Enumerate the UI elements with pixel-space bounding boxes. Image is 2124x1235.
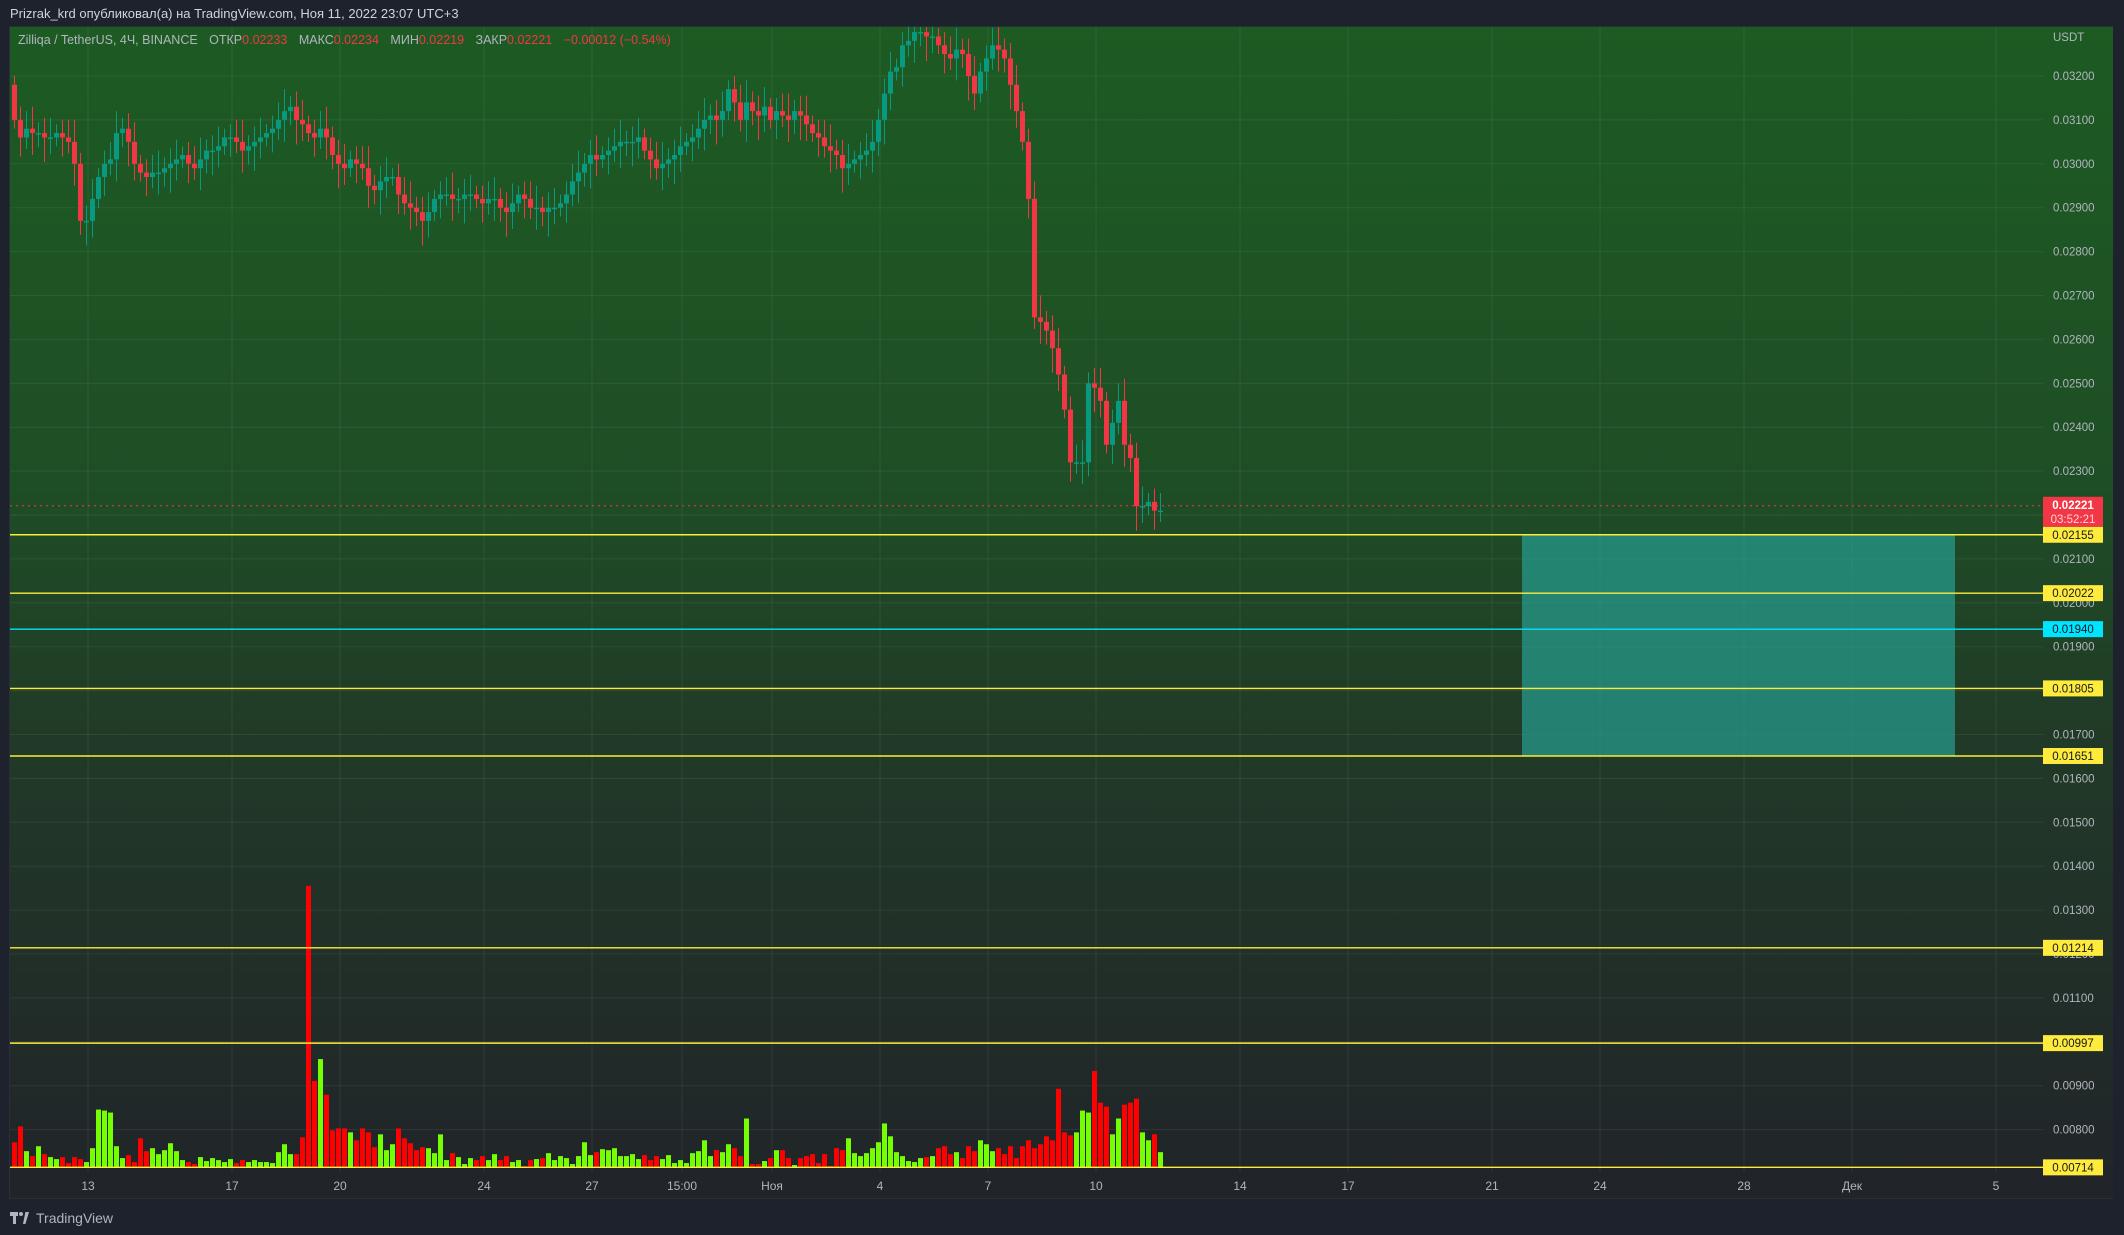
close-value: 0.02221 [507,33,553,47]
volume-bars [12,885,1163,1168]
svg-text:15:00: 15:00 [667,1179,697,1193]
svg-text:17: 17 [225,1179,239,1193]
svg-text:0.03100: 0.03100 [2053,115,2095,127]
svg-text:0.02221: 0.02221 [2052,500,2094,512]
time-axis-labels: 13 17 20 24 27 15:00 Ноя 4 7 10 14 17 21 24 28 Дек 5 [81,1179,1999,1193]
svg-text:0.02100: 0.02100 [2053,554,2095,566]
svg-text:0.03000: 0.03000 [2053,159,2095,171]
svg-text:0.02400: 0.02400 [2053,422,2095,434]
high-value: 0.02234 [333,33,379,47]
close-label: ЗАКР [475,33,508,47]
low-value: 0.02219 [418,33,465,47]
svg-text:24: 24 [1593,1179,1607,1193]
change-value: −0.00012 (−0.54%) [563,33,671,47]
svg-text:0.01805: 0.01805 [2052,683,2094,695]
svg-text:7: 7 [985,1179,992,1193]
svg-text:14: 14 [1233,1179,1247,1193]
svg-text:20: 20 [333,1179,347,1193]
svg-text:21: 21 [1485,1179,1499,1193]
svg-text:0.02300: 0.02300 [2053,466,2095,478]
svg-text:0.00714: 0.00714 [2052,1162,2094,1174]
svg-text:5: 5 [1993,1179,2000,1193]
svg-text:17: 17 [1341,1179,1355,1193]
svg-text:0.02022: 0.02022 [2052,588,2094,600]
svg-text:Дек: Дек [1842,1179,1863,1193]
high-label: МАКС [298,33,334,47]
svg-text:24: 24 [477,1179,491,1193]
svg-text:10: 10 [1089,1179,1103,1193]
symbol-title[interactable]: Zilliqa / TetherUS, 4Ч, BINANCE [18,33,198,47]
low-label: МИН [390,33,419,47]
svg-text:0.01600: 0.01600 [2053,773,2095,785]
svg-text:0.01400: 0.01400 [2053,861,2095,873]
svg-text:0.00997: 0.00997 [2052,1038,2094,1050]
svg-text:0.02155: 0.02155 [2052,530,2094,542]
svg-text:0.02800: 0.02800 [2053,247,2095,259]
svg-text:03:52:21: 03:52:21 [2051,514,2096,526]
svg-text:Ноя: Ноя [761,1179,783,1193]
svg-text:0.02600: 0.02600 [2053,334,2095,346]
svg-text:27: 27 [585,1179,599,1193]
tradingview-logo-icon[interactable] [10,1212,30,1224]
target-zone-box[interactable] [1522,534,1955,757]
brand-name[interactable]: TradingView [36,1210,114,1226]
target-zone-rect[interactable] [1522,534,1955,757]
svg-text:4: 4 [877,1179,884,1193]
svg-text:USDT: USDT [2053,32,2084,44]
svg-text:0.01700: 0.01700 [2053,730,2095,742]
open-label: ОТКР [209,33,243,47]
chart-legend: Zilliqa / TetherUS, 4Ч, BINANCE ОТКР0.02… [18,33,671,47]
svg-text:13: 13 [81,1179,95,1193]
candlesticks [12,27,1163,531]
svg-text:0.01100: 0.01100 [2053,993,2094,1005]
svg-text:0.03200: 0.03200 [2053,71,2095,83]
svg-text:28: 28 [1737,1179,1751,1193]
svg-text:0.01651: 0.01651 [2052,751,2094,763]
svg-text:0.00800: 0.00800 [2053,1125,2095,1137]
time-axis-background[interactable] [10,1172,2113,1198]
svg-text:0.01500: 0.01500 [2053,817,2095,829]
svg-text:0.02900: 0.02900 [2053,203,2095,215]
svg-text:0.01940: 0.01940 [2052,624,2094,636]
svg-text:0.00900: 0.00900 [2053,1081,2095,1093]
svg-text:0.02700: 0.02700 [2053,291,2095,303]
svg-text:0.01300: 0.01300 [2053,905,2095,917]
svg-text:0.01214: 0.01214 [2052,943,2094,955]
level-price-tags: 0.02155 0.02022 0.01940 0.01805 0.01651 0.012… [2043,496,2103,1176]
open-value: 0.02233 [242,33,288,47]
horizontal-levels[interactable] [10,505,2043,1169]
svg-text:0.01900: 0.01900 [2053,642,2095,654]
footer: TradingView [10,1210,113,1226]
price-chart[interactable]: USDT 0.03200 0.03100 0.03000 0.02900 0.02800 0… [10,27,2113,1198]
svg-text:0.02500: 0.02500 [2053,378,2095,390]
published-line: Prizrak_krd опубликовал(а) на TradingVie… [10,6,459,21]
